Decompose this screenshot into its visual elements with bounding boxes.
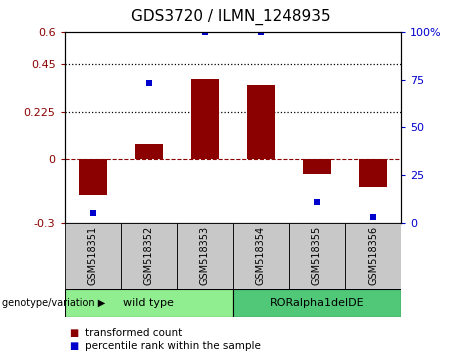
Bar: [233, 223, 289, 289]
Text: wild type: wild type: [123, 298, 174, 308]
Point: [313, 199, 321, 205]
Bar: [247, 85, 275, 159]
Text: GDS3720 / ILMN_1248935: GDS3720 / ILMN_1248935: [130, 9, 331, 25]
Text: GSM518352: GSM518352: [144, 226, 154, 285]
Point: [257, 29, 265, 35]
Text: RORalpha1delDE: RORalpha1delDE: [270, 298, 364, 308]
Bar: [345, 223, 401, 289]
Bar: [65, 223, 121, 289]
Bar: [303, 159, 331, 174]
Point: [201, 29, 208, 35]
Text: ■: ■: [69, 329, 78, 338]
Text: GSM518354: GSM518354: [256, 226, 266, 285]
Bar: [289, 223, 345, 289]
Text: genotype/variation ▶: genotype/variation ▶: [2, 298, 106, 308]
Bar: [65, 289, 233, 317]
Point: [145, 81, 152, 86]
Text: GSM518353: GSM518353: [200, 226, 210, 285]
Bar: [78, 159, 106, 195]
Bar: [191, 79, 219, 159]
Point: [89, 211, 96, 216]
Text: GSM518351: GSM518351: [88, 226, 98, 285]
Bar: [233, 289, 401, 317]
Text: ■: ■: [69, 341, 78, 351]
Bar: [359, 159, 387, 187]
Bar: [177, 223, 233, 289]
Bar: [121, 223, 177, 289]
Text: percentile rank within the sample: percentile rank within the sample: [85, 341, 261, 351]
Text: GSM518355: GSM518355: [312, 226, 322, 285]
Point: [369, 215, 377, 220]
Text: GSM518356: GSM518356: [368, 226, 378, 285]
Bar: [135, 144, 163, 159]
Text: transformed count: transformed count: [85, 329, 183, 338]
